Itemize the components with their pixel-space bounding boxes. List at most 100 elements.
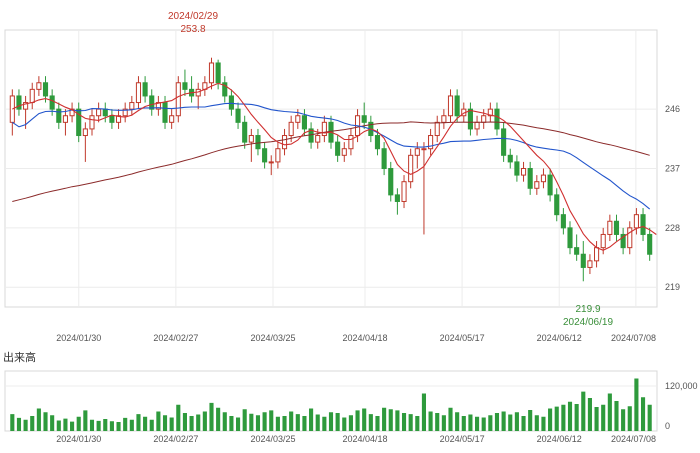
volume-bar (109, 421, 114, 431)
candle-down (507, 154, 513, 163)
candle-up (421, 148, 427, 151)
candle-up (36, 82, 42, 90)
volume-bar (216, 407, 221, 431)
volume-bar (368, 414, 373, 431)
volume-bar (514, 412, 519, 431)
candle-up (275, 148, 281, 163)
volume-bar (242, 409, 247, 431)
candle-down (242, 121, 248, 143)
candle-down (381, 148, 387, 169)
candle-down (222, 82, 228, 97)
price-panel: 219 228 237 246 2024/01/30 2024/02/27 2024/03… (4, 11, 680, 343)
volume-title: 出来高 (3, 350, 36, 364)
volume-bar (30, 416, 35, 431)
candle-up (62, 115, 68, 123)
candle-down (228, 95, 234, 110)
high-value-annotation: 253.8 (180, 24, 205, 35)
volume-bar (23, 419, 28, 431)
volume-bar (481, 417, 486, 431)
volume-bar (521, 416, 526, 431)
volume-bar (501, 411, 506, 431)
volume-bar (567, 401, 573, 431)
candle-down (560, 214, 566, 229)
volume-bar (282, 416, 287, 431)
price-y-tick-label: 237 (665, 164, 680, 174)
candle-down (501, 128, 507, 156)
candle-down (308, 128, 314, 143)
volume-y-tick-label: 0 (665, 421, 670, 431)
volume-bar (335, 413, 340, 431)
volume-bar (156, 411, 161, 431)
volume-bar (229, 416, 234, 431)
candle-down (514, 161, 520, 176)
volume-bar (348, 415, 353, 431)
candle-up (135, 82, 142, 104)
volume-bar (136, 414, 141, 431)
volume-bar (640, 397, 646, 431)
candle-up (169, 115, 175, 123)
volume-bar (83, 410, 88, 431)
price-candles (9, 57, 653, 282)
price-x-tick-label: 2024/04/18 (342, 333, 387, 343)
volume-bar (594, 407, 599, 431)
candle-up (408, 154, 414, 183)
candle-up (348, 135, 354, 150)
price-gridlines (5, 30, 657, 307)
candle-up (248, 135, 254, 143)
price-x-tick-label: 2024/06/12 (537, 333, 582, 343)
volume-panel: 出来高 0 120,000 2024/01/30 2024/02/27 2024/03… (3, 350, 698, 444)
price-x-tick-label: 2024/07/08 (611, 333, 656, 343)
candle-down (56, 108, 62, 123)
candle-down (554, 194, 560, 216)
candle-up (434, 121, 440, 137)
price-y-tick-label: 219 (665, 282, 680, 292)
volume-bar (548, 408, 553, 431)
candle-down (374, 135, 381, 150)
volume-bar (96, 420, 101, 431)
candle-up (540, 174, 547, 183)
volume-x-tick-label: 2024/01/30 (56, 434, 101, 444)
volume-x-tick-label: 2024/03/25 (250, 434, 295, 444)
candle-up (281, 135, 288, 150)
candle-down (567, 227, 573, 249)
volume-y-tick-labels: 0 120,000 (665, 381, 698, 431)
candle-down (301, 115, 308, 130)
high-date-annotation: 2024/02/29 (168, 11, 218, 22)
candle-up (29, 88, 35, 104)
ma-long-line (12, 121, 650, 202)
volume-bar (441, 415, 446, 431)
candle-down (647, 233, 653, 255)
volume-bar (468, 414, 473, 431)
candle-down (640, 214, 646, 235)
volume-bar (541, 416, 546, 431)
candle-down (49, 95, 55, 110)
volume-bar (63, 418, 68, 431)
volume-bar (508, 414, 513, 431)
volume-bar (249, 413, 254, 431)
volume-y-tick-label: 120,000 (665, 381, 698, 391)
volume-bar (275, 416, 280, 431)
candle-up (96, 108, 102, 117)
volume-bar (382, 407, 387, 431)
volume-bar (355, 410, 360, 431)
candle-up (587, 260, 593, 268)
candle-down (547, 174, 553, 196)
candle-up (315, 135, 321, 143)
volume-x-tick-label: 2024/07/08 (611, 434, 656, 444)
candle-down (454, 95, 460, 117)
volume-bar (475, 416, 480, 431)
volume-bar (309, 408, 314, 431)
candle-up (428, 135, 434, 150)
volume-bar (395, 410, 400, 431)
volume-bar (627, 406, 632, 431)
candle-up (9, 95, 15, 123)
candle-down (16, 95, 22, 110)
volume-bar (36, 408, 41, 431)
volume-bar (16, 417, 22, 431)
price-x-tick-label: 2024/05/17 (440, 333, 485, 343)
volume-bar (448, 407, 453, 431)
volume-bar (70, 421, 75, 431)
candle-up (441, 115, 447, 123)
volume-bar (262, 412, 267, 431)
volume-bar (455, 412, 460, 431)
